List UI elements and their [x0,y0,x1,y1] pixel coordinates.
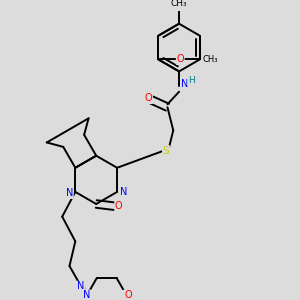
Text: H: H [188,76,195,85]
Text: CH₃: CH₃ [171,0,188,8]
Text: O: O [115,201,122,211]
Text: O: O [176,55,184,64]
Text: N: N [83,290,91,300]
Text: N: N [66,188,73,198]
Text: N: N [77,281,85,291]
Text: N: N [181,80,188,89]
Text: N: N [120,187,127,197]
Text: S: S [163,146,169,156]
Text: CH₃: CH₃ [202,55,218,64]
Text: O: O [124,290,132,300]
Text: O: O [145,93,152,103]
